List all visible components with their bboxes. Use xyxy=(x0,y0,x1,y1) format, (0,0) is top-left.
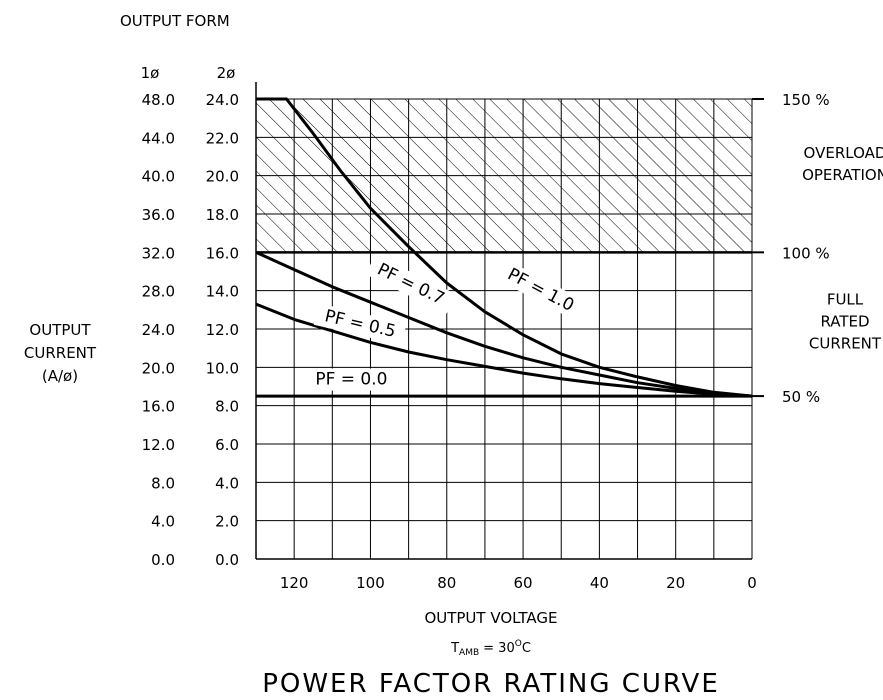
subtitle-unit: C xyxy=(522,641,531,656)
y-tick-label-2ph: 12.0 xyxy=(206,321,239,339)
x-tick-label: 20 xyxy=(666,574,685,592)
series-label-text: PF = 0.5 xyxy=(323,306,398,342)
y-tick-label-1ph: 4.0 xyxy=(151,513,175,531)
annotation-label: 100 % xyxy=(782,244,830,262)
subtitle-sup: O xyxy=(515,639,522,649)
series-line xyxy=(256,97,753,398)
y-axis-label-line-3: (A/ø) xyxy=(42,367,78,385)
y-tick-label-1ph: 36.0 xyxy=(142,206,175,224)
y-tick-label-2ph: 2.0 xyxy=(215,513,239,531)
y-tick-label-1ph: 16.0 xyxy=(142,398,175,416)
series-label-bg xyxy=(495,259,586,321)
y-tick-label-2ph: 14.0 xyxy=(206,283,239,301)
y-tick-label-1ph: 12.0 xyxy=(142,436,175,454)
y-tick-label-1ph: 32.0 xyxy=(142,244,175,262)
x-tick-labels: 120 100 80 60 40 20 0 xyxy=(280,574,757,592)
subtitle-t: T xyxy=(450,641,459,656)
y-tick-label-2ph: 8.0 xyxy=(215,398,239,416)
region-label-line: OPERATION xyxy=(802,166,883,184)
region-label-line: RATED xyxy=(820,312,869,330)
series-label-bg xyxy=(365,254,457,314)
phase-header-2: 2ø xyxy=(217,64,236,82)
series-label: PF = 0.0 xyxy=(306,368,397,391)
x-tick-label: 60 xyxy=(514,574,533,592)
series-label-bg xyxy=(306,368,397,391)
y-tick-labels: 0.0 0.0 4.0 2.0 8.0 4.0 12.0 6.0 16.0 8.0 20.0 10.0… xyxy=(142,91,239,569)
y-tick-label-2ph: 18.0 xyxy=(206,206,239,224)
axes xyxy=(255,82,752,560)
y-tick-label-2ph: 6.0 xyxy=(215,436,239,454)
y-tick-label-2ph: 24.0 xyxy=(206,91,239,109)
y-axis-label-line-2: CURRENT xyxy=(24,344,97,362)
series-label-text: PF = 0.0 xyxy=(315,370,387,390)
right-annotations: 150 % 100 % 50 % OVERLOAD OPERATION FULL RATED… xyxy=(752,91,883,406)
series-lines xyxy=(255,97,753,398)
region-label-line: OVERLOAD xyxy=(804,144,883,162)
chart-subtitle: TAMB = 30OC xyxy=(450,639,531,658)
x-tick-label: 40 xyxy=(590,574,609,592)
phase-header-1: 1ø xyxy=(141,64,160,82)
y-tick-label-1ph: 40.0 xyxy=(142,168,175,186)
x-tick-label: 80 xyxy=(437,574,456,592)
region-label-line: CURRENT xyxy=(809,334,882,352)
series-labels: PF = 1.0 PF = 0.7PF = 0.5 PF = 0.0 xyxy=(306,254,586,391)
y-tick-label-1ph: 44.0 xyxy=(142,129,175,147)
y-tick-label-2ph: 0.0 xyxy=(215,551,239,569)
series-label: PF = 1.0 xyxy=(495,259,586,321)
series-line xyxy=(255,250,753,398)
chart-title: POWER FACTOR RATING CURVE xyxy=(262,669,720,699)
y-tick-label-2ph: 16.0 xyxy=(206,244,239,262)
y-tick-label-1ph: 48.0 xyxy=(142,91,175,109)
series-label-text: PF = 0.7 xyxy=(374,259,448,309)
y-tick-label-2ph: 22.0 xyxy=(206,129,239,147)
region-label-line: FULL xyxy=(827,290,864,308)
y-tick-label-1ph: 0.0 xyxy=(151,551,175,569)
x-axis-label: OUTPUT VOLTAGE xyxy=(424,609,557,627)
y-axis-label: OUTPUT CURRENT (A/ø) xyxy=(24,321,97,385)
y-tick-label-2ph: 4.0 xyxy=(215,474,239,492)
y-tick-label-1ph: 28.0 xyxy=(142,283,175,301)
x-tick-label: 120 xyxy=(280,574,309,592)
output-form-label: OUTPUT FORM xyxy=(120,12,230,30)
annotation-label: 150 % xyxy=(782,91,830,109)
annotation-label: 50 % xyxy=(782,388,820,406)
x-tick-label: 0 xyxy=(747,574,757,592)
y-tick-label-1ph: 20.0 xyxy=(142,359,175,377)
y-tick-label-2ph: 10.0 xyxy=(206,359,239,377)
y-tick-label-1ph: 8.0 xyxy=(151,474,175,492)
subtitle-rest: = 30 xyxy=(483,641,515,656)
series-label-text: PF = 1.0 xyxy=(504,264,577,316)
y-tick-label-2ph: 20.0 xyxy=(206,168,239,186)
series-line xyxy=(255,302,753,398)
x-tick-label: 100 xyxy=(356,574,385,592)
y-tick-label-1ph: 24.0 xyxy=(142,321,175,339)
y-axis-label-line-1: OUTPUT xyxy=(29,321,91,339)
subtitle-sub: AMB xyxy=(459,648,479,658)
series-label-bg xyxy=(313,303,407,345)
